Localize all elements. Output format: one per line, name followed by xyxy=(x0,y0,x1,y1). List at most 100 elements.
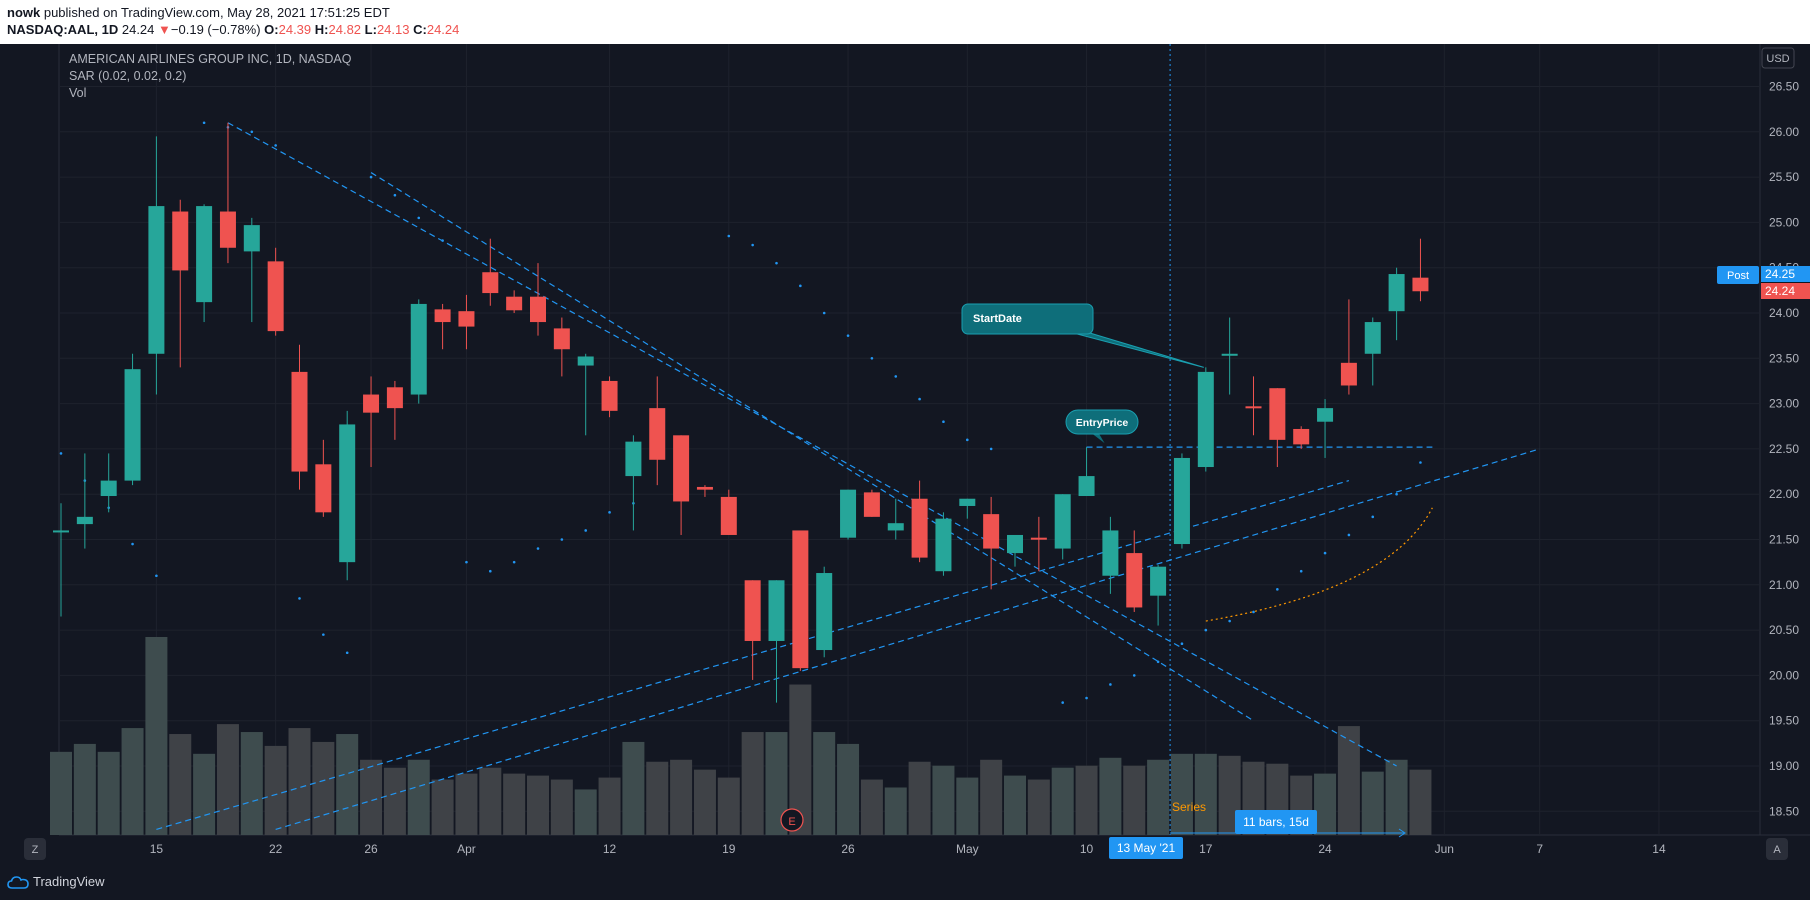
currency-box xyxy=(1761,47,1795,69)
vol-legend[interactable]: Vol xyxy=(69,86,87,100)
volume-bar xyxy=(1361,771,1384,835)
volume-bar xyxy=(670,759,693,835)
volume-bar xyxy=(980,759,1003,835)
sar-dot xyxy=(966,438,969,442)
auto-scale-button-label: A xyxy=(1773,844,1781,856)
tradingview-logo[interactable]: TradingView xyxy=(7,874,105,889)
sar-dot xyxy=(1252,610,1255,614)
sar-dot xyxy=(1323,551,1327,555)
candle-body xyxy=(267,261,284,332)
volume-bar xyxy=(646,761,669,835)
candle-body xyxy=(1364,322,1381,354)
candle-body xyxy=(768,580,785,641)
author-name[interactable]: nowk xyxy=(7,5,41,20)
sar-dot xyxy=(1061,701,1064,704)
volume-bar xyxy=(455,773,478,835)
candle-body xyxy=(124,369,141,481)
volume-bar xyxy=(1075,765,1098,835)
date-tag-box xyxy=(1109,837,1183,859)
sar-dot xyxy=(1228,619,1231,623)
sar-dot xyxy=(727,234,731,238)
volume-bar xyxy=(121,728,144,835)
price-tick-label: 19.50 xyxy=(1769,714,1799,728)
sar-dot xyxy=(918,397,921,401)
volume-bar xyxy=(264,745,287,835)
trend-line xyxy=(227,122,1397,767)
candle-body xyxy=(410,303,427,395)
sar-legend[interactable]: SAR (0.02, 0.02, 0.2) xyxy=(69,69,187,83)
sar-dot xyxy=(59,452,63,455)
candle-body xyxy=(172,211,189,271)
volume-bar xyxy=(741,732,764,835)
volume-bar xyxy=(837,743,860,835)
price-tick-label: 25.00 xyxy=(1769,215,1799,229)
candle-body xyxy=(673,435,690,502)
time-tick-label: 14 xyxy=(1652,842,1666,856)
volume-bar xyxy=(1123,765,1146,835)
earnings-icon xyxy=(780,808,804,832)
candle-body xyxy=(363,394,380,413)
projection-curve xyxy=(1205,507,1433,622)
candle-body xyxy=(840,489,857,538)
auto-scale-button[interactable] xyxy=(1766,838,1788,860)
volume-bar xyxy=(383,767,406,835)
candle-body xyxy=(243,225,260,252)
zoom-button[interactable] xyxy=(24,838,46,860)
time-tick-label: 22 xyxy=(269,842,283,856)
last-value-box xyxy=(1761,283,1810,299)
sar-dot xyxy=(942,420,945,424)
high-value: 24.82 xyxy=(328,22,362,37)
sar-dot xyxy=(489,569,492,573)
trend-line xyxy=(275,448,1540,830)
candle-body xyxy=(1197,371,1214,468)
volume-bar xyxy=(1099,757,1122,835)
candle-body xyxy=(1412,277,1429,292)
candle-body xyxy=(1388,274,1405,312)
volume-bar xyxy=(1337,726,1360,835)
price-tick-label: 20.00 xyxy=(1769,668,1799,682)
candle-body xyxy=(1126,553,1143,608)
volume-bar xyxy=(1385,759,1408,835)
sar-dot xyxy=(1204,628,1208,632)
chart-title: AMERICAN AIRLINES GROUP INC, 1D, NASDAQ xyxy=(69,52,352,66)
candle-body xyxy=(1078,476,1095,497)
post-tag-box xyxy=(1717,266,1759,284)
sar-dot xyxy=(393,193,397,197)
time-tick-label: 12 xyxy=(603,842,617,856)
volume-bar xyxy=(1170,753,1193,835)
plot-area xyxy=(59,44,1760,835)
candle-body xyxy=(148,206,165,354)
volume-bar xyxy=(240,732,263,835)
sar-dot xyxy=(894,375,898,378)
candle-body xyxy=(219,211,236,248)
high-label: H: xyxy=(314,22,329,37)
price-tick-label: 20.50 xyxy=(1769,623,1799,637)
candle-body xyxy=(458,311,475,327)
range-label-box xyxy=(1235,810,1317,834)
sar-dot xyxy=(465,560,468,564)
low-value: 24.13 xyxy=(376,22,410,37)
volume-bar xyxy=(216,724,239,835)
currency-label: USD xyxy=(1766,53,1789,65)
entry-price-callout: EntryPrice xyxy=(1065,409,1139,444)
volume-bar xyxy=(288,728,311,835)
volume-bar xyxy=(169,734,192,835)
close-label: C: xyxy=(413,22,427,37)
price-tick-label: 26.00 xyxy=(1769,125,1799,139)
sar-dot xyxy=(155,574,158,578)
publish-header: nowk published on TradingView.com, May 2… xyxy=(0,0,1810,44)
volume-bar xyxy=(1409,769,1432,835)
candle-body xyxy=(434,309,451,323)
candle-body xyxy=(1269,388,1286,440)
sar-dot xyxy=(536,547,540,550)
volume-bar xyxy=(956,777,979,835)
cloud-icon xyxy=(7,875,29,889)
volume-bar xyxy=(765,732,788,835)
volume-bar xyxy=(1147,759,1170,835)
sar-dot xyxy=(1371,515,1375,519)
range-arrow-icon xyxy=(1398,828,1406,838)
start-date-callout: StartDate xyxy=(961,303,1204,368)
open-value: 24.39 xyxy=(278,22,312,37)
sar-dot xyxy=(1419,461,1422,464)
